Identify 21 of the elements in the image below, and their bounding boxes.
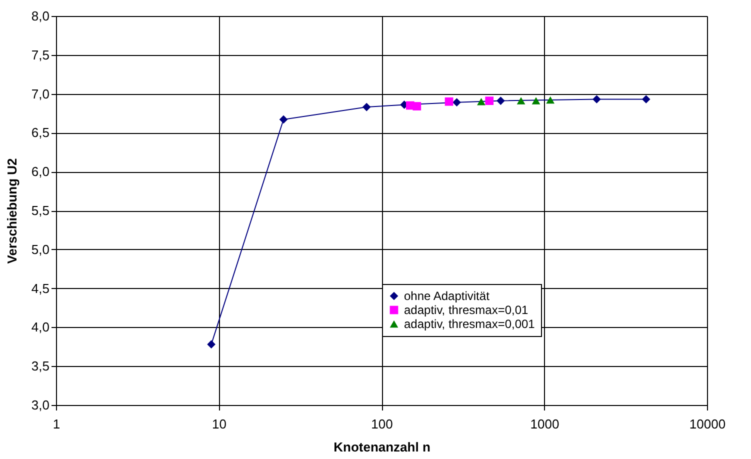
x-axis-title: Knotenanzahl n (334, 440, 430, 454)
y-tick-label: 7,5 (31, 47, 50, 62)
x-tick-label: 10000 (689, 416, 726, 432)
y-tick-label: 3,5 (31, 358, 50, 374)
y-tick-label: 6,0 (31, 164, 50, 180)
legend-label: ohne Adaptivität (404, 289, 490, 303)
y-tick-label: 5,0 (31, 242, 50, 257)
y-tick-label: 6,5 (31, 125, 50, 140)
y-tick-label: 4,5 (31, 280, 50, 296)
y-tick-label: 4,0 (31, 320, 50, 335)
legend-label: adaptiv, thresmax=0,001 (404, 317, 536, 331)
y-tick-label: 7,0 (31, 86, 50, 102)
x-tick-label: 10 (212, 416, 226, 432)
x-tick-label: 1 (52, 416, 60, 432)
y-tick-label: 3,0 (31, 398, 50, 412)
y-tick-label: 5,5 (31, 203, 50, 218)
x-tick-label: 1000 (530, 416, 560, 432)
x-tick-label: 100 (371, 416, 393, 432)
legend-label: adaptiv, thresmax=0,01 (404, 303, 529, 317)
y-tick-label: 8,0 (31, 8, 50, 24)
y-axis-title: Verschiebung U2 (4, 158, 20, 264)
